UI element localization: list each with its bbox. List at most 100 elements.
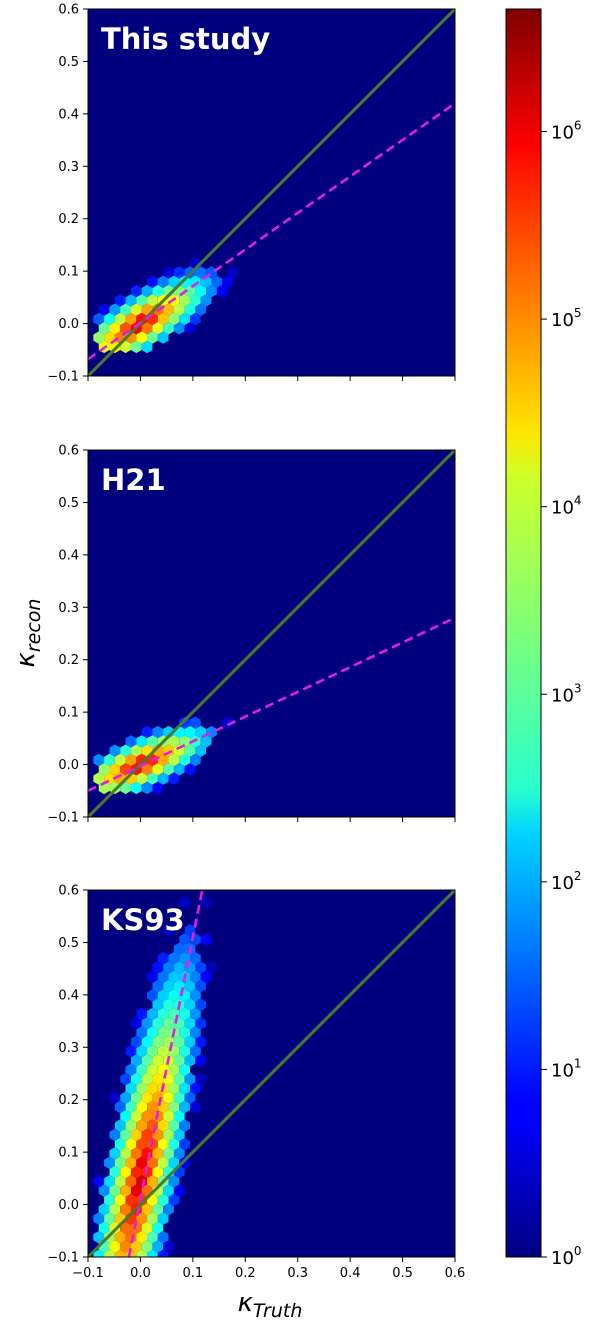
hexbin-cell [130, 1072, 142, 1086]
hexbin-cell [163, 322, 174, 335]
y-tick-label: 0.0 [58, 1198, 79, 1213]
hexbin-cell [190, 989, 201, 1002]
hexbin-cell [184, 303, 196, 316]
hexbin-cell [120, 1240, 131, 1253]
panel-label: This study [101, 22, 270, 56]
colorbar-tick-label: 106 [551, 119, 582, 144]
hexbin-cell [200, 970, 212, 983]
identity-line [88, 9, 455, 376]
hexbin-cell [173, 1110, 185, 1123]
colorbar-tick-label: 101 [551, 1056, 582, 1081]
x-tick-label: −0.1 [72, 1266, 104, 1281]
hexbin-cell [136, 1026, 148, 1039]
hexbin-cell [157, 1138, 169, 1151]
colorbar: 100 101 102 103 104 105 106 [505, 8, 582, 1269]
hexbin-cell [136, 1249, 148, 1257]
hexbin-cell [147, 970, 158, 983]
hexbin-cell [141, 322, 153, 335]
hexbin-cell [141, 1072, 153, 1086]
hexbin-cell [195, 979, 207, 993]
hexbin-cell [136, 1231, 148, 1244]
hexbin-cell [109, 1184, 121, 1197]
hexbin-cell [152, 1147, 164, 1160]
y-tick-label: −0.1 [47, 811, 79, 826]
hexbin-cell [136, 1193, 148, 1207]
hexbin-cell [98, 303, 110, 316]
hexbin-cell [120, 1128, 131, 1142]
hexbin-cell [114, 312, 126, 326]
hexbin-cell [109, 1240, 121, 1253]
hexbin-cell [125, 294, 137, 307]
hexbin-cell [173, 1072, 185, 1086]
hexbin-cell [157, 753, 169, 767]
hexbin-cell [190, 970, 201, 983]
hexbin-cell [109, 1165, 121, 1179]
hexbin-cell [114, 1119, 126, 1132]
hexbin-cell [184, 1054, 196, 1067]
y-tick-label: 0.2 [58, 212, 79, 227]
x-axis-title: κTruth [238, 1288, 303, 1321]
hexbin-layer [93, 896, 217, 1257]
hexbin-cell [163, 1017, 174, 1030]
hexbin-cell [157, 772, 169, 785]
hexbin-cell [152, 763, 164, 776]
hexbin-cell [168, 1100, 180, 1114]
hexbin-cell [184, 998, 196, 1011]
hexbin-cell [109, 1128, 121, 1142]
hexbin-cell [190, 1007, 201, 1021]
hexbin-cell [173, 266, 185, 279]
hexbin-cell [141, 1091, 153, 1104]
hexbin-cell [141, 1110, 153, 1123]
hexbin-cell [125, 1156, 137, 1169]
y-tick-label: −0.1 [47, 370, 79, 385]
hexbin-cell [114, 1231, 126, 1244]
hexbin-cell [136, 772, 148, 785]
hexbin-cell [179, 1138, 191, 1151]
hexbin-cell [157, 331, 169, 344]
hexbin-cell [120, 1221, 131, 1235]
y-tick-label: 0.6 [58, 444, 79, 459]
hexbin-cell [152, 1054, 164, 1067]
hexbin-cell [184, 284, 196, 298]
hexbin-cell [152, 1165, 164, 1179]
fit-line [127, 890, 204, 1257]
hexbin-cell [179, 312, 191, 326]
hexbin-cell [109, 744, 121, 757]
hexbin-cell [152, 1017, 164, 1030]
hexbin-cell [147, 1231, 158, 1244]
hexbin-cell [130, 744, 142, 757]
hexbin-cell [120, 1203, 131, 1216]
hexbin-cell [195, 284, 207, 298]
hexbin-cell [168, 970, 180, 983]
hexbin-cell [179, 1063, 191, 1076]
y-tick-label: 0.6 [58, 3, 79, 18]
hexbin-cell [114, 294, 126, 307]
x-tick-label: 0.4 [340, 1266, 361, 1281]
hexbin-cell [152, 284, 164, 298]
hexbin-cell [130, 781, 142, 795]
hexbin-cell [136, 1212, 148, 1225]
y-tick-label: 0.2 [58, 653, 79, 668]
hexbin-cell [93, 753, 105, 767]
hexbin-cell [141, 1203, 153, 1216]
hexbin-cell [184, 1035, 196, 1049]
hexbin-cell [125, 1063, 137, 1076]
hexbin-cell [120, 781, 131, 795]
hexbin-cell [114, 1193, 126, 1207]
hexbin-cell [190, 1100, 201, 1114]
hexbin-cell [141, 1017, 153, 1030]
hexbin-cell [104, 1249, 115, 1257]
y-tick-label: 0.0 [58, 758, 79, 773]
hexbin-cell [179, 735, 191, 748]
hexbin-cell [141, 340, 153, 354]
hexbin-cell [163, 1184, 174, 1197]
hexbin-cell [120, 1147, 131, 1160]
hexbin-cell [190, 1045, 201, 1058]
hexbin-cell [141, 1054, 153, 1067]
hexbin-cell [147, 772, 158, 785]
plot-frame [87, 889, 456, 1258]
hexbin-cell [157, 970, 169, 983]
hexbin-cell [184, 979, 196, 993]
y-tick-label: 0.2 [58, 1093, 79, 1108]
y-tick-label: 0.4 [58, 988, 79, 1003]
